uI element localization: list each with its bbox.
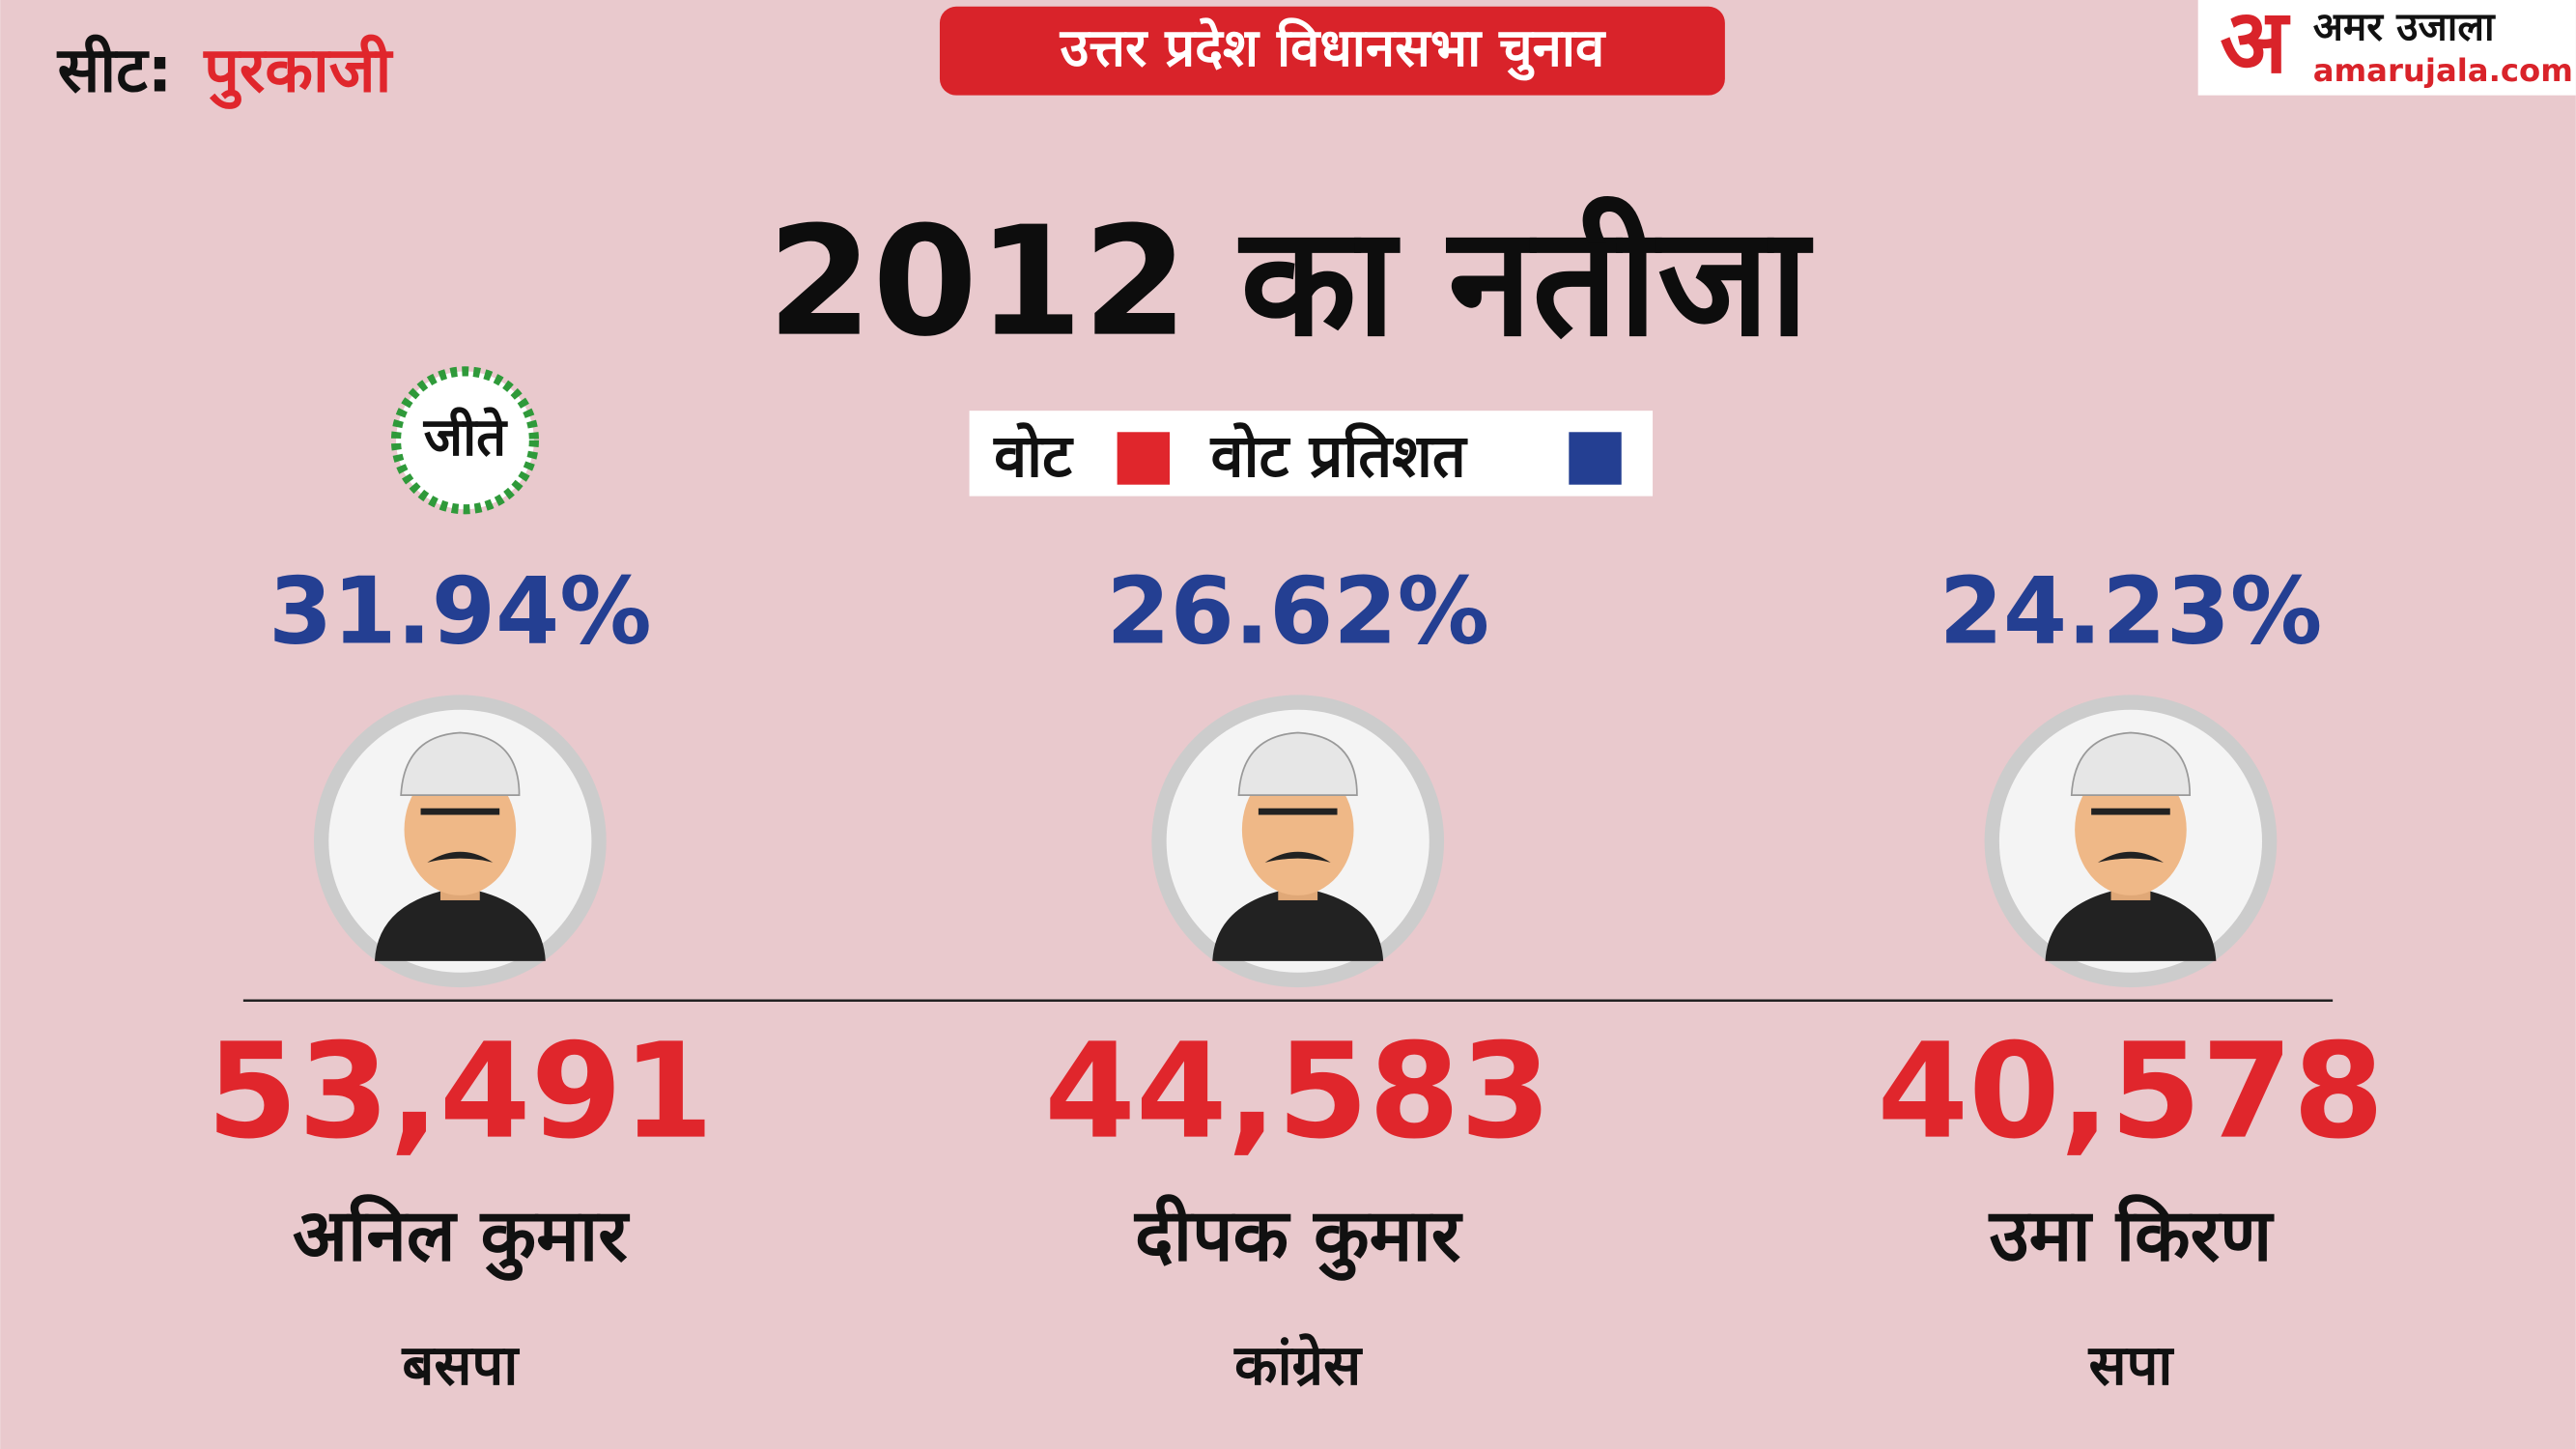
legend-swatch: [1117, 432, 1171, 485]
votes: 40,578: [1877, 1016, 2384, 1169]
avatar-face: [1241, 763, 1354, 895]
avatar-face: [404, 763, 517, 895]
avatar-eyebrows: [1258, 808, 1338, 815]
logo-box: [2197, 0, 2576, 96]
seat: सीट: पुरकाजी: [56, 34, 394, 109]
legend-label: वोट प्रतिशत: [1210, 422, 1468, 491]
candidate-name: अनिल कुमार: [293, 1194, 630, 1282]
banner-box: [939, 6, 1725, 96]
vote-percent: 24.23%: [1939, 558, 2323, 665]
vote-percent: 26.62%: [1106, 558, 1489, 665]
avatar-cap: [400, 731, 521, 796]
candidate-name: उमा किरण: [1988, 1194, 2276, 1278]
votes: 44,583: [1044, 1016, 1551, 1169]
seat-label: सीट:: [56, 34, 173, 106]
avatar-eyebrows: [420, 808, 500, 815]
legend-label: वोट: [993, 422, 1074, 491]
winner-badge: जीते: [423, 406, 508, 468]
avatar-cap: [1237, 731, 1358, 796]
logo-hindi: अमर उजाला: [2313, 4, 2496, 50]
legend: वोट वोट प्रतिशत: [993, 422, 1622, 491]
party: कांग्रेस: [1233, 1332, 1363, 1398]
winner-badge-ring: [390, 366, 539, 515]
party: सपा: [2087, 1332, 2174, 1398]
votes: 53,491: [207, 1016, 714, 1169]
party: बसपा: [401, 1332, 520, 1398]
avatar-eyebrows: [2091, 808, 2170, 815]
logo-mark: अ: [2220, 0, 2290, 94]
avatar-body: [374, 887, 546, 961]
banner: उत्तर प्रदेश विधानसभा चुनाव: [1060, 16, 1606, 81]
avatar-face: [2075, 763, 2187, 895]
seat-name: पुरकाजी: [202, 34, 393, 109]
logo-site: amarujala.com: [2313, 52, 2573, 89]
avatar-moustache: [1264, 851, 1331, 863]
avatar-cap: [2070, 731, 2192, 796]
legend-swatch: [1569, 432, 1622, 485]
title: 2012 का नतीजा: [767, 194, 1814, 370]
avatar-body: [2045, 887, 2217, 961]
avatar-body: [1212, 887, 1384, 961]
legend-box: [969, 411, 1654, 497]
vote-percent: 31.94%: [269, 558, 652, 665]
candidates: 31.94% 53,491 अनिल कुमार बसपा 26.62% 44,583 दी…: [207, 558, 2385, 1397]
avatar-moustache: [2097, 851, 2164, 863]
candidate-name: दीपक कुमार: [1133, 1194, 1463, 1282]
avatar-moustache: [427, 851, 494, 863]
